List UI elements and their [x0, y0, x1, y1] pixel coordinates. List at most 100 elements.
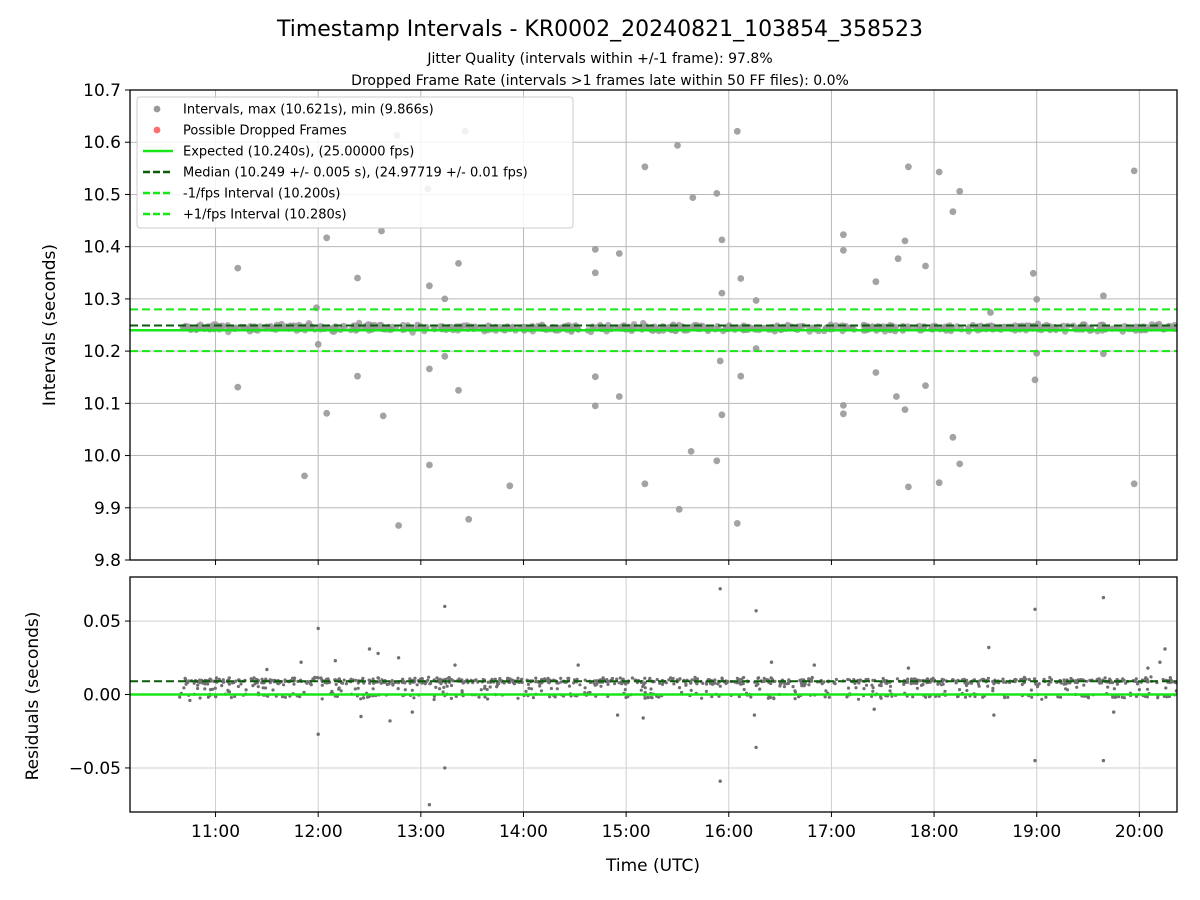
residual-point: [449, 683, 454, 688]
x-tick-label: 12:00: [294, 822, 343, 842]
residual-point: [439, 678, 443, 682]
residual-point: [964, 683, 969, 688]
residual-point: [309, 683, 313, 687]
residual-point: [958, 688, 962, 692]
x-tick-label: 11:00: [191, 822, 240, 842]
residual-point: [737, 677, 741, 682]
residual-point: [493, 677, 497, 681]
interval-point: [713, 457, 721, 465]
residual-point: [1059, 695, 1063, 699]
intervals-plot: 9.8 9.9 10.0 10.1 10.2 10.3 10.4 10.5 10.6 10.7 In…: [83, 81, 1178, 571]
top-y-tick-label: 10.7: [83, 81, 121, 101]
interval-point: [615, 393, 623, 400]
residual-point: [623, 688, 627, 692]
residual-point: [260, 677, 264, 681]
interval-point: [674, 142, 681, 149]
residual-point: [261, 686, 265, 690]
residual-point: [1035, 685, 1040, 689]
interval-point: [737, 275, 745, 282]
interval-point: [901, 237, 909, 245]
residual-point: [460, 689, 464, 693]
residual-point: [316, 626, 320, 631]
residual-point: [639, 688, 643, 692]
interval-point: [752, 297, 760, 304]
residual-point: [302, 690, 306, 695]
residual-point: [244, 688, 248, 692]
residual-point: [510, 678, 514, 682]
residual-point: [810, 675, 814, 680]
residual-point: [798, 678, 802, 683]
residual-point: [641, 716, 645, 720]
residual-point: [516, 676, 520, 680]
residual-point: [483, 695, 487, 699]
residual-point: [879, 695, 883, 699]
residual-point: [249, 677, 253, 681]
residual-point: [649, 687, 653, 691]
interval-point: [314, 340, 322, 348]
legend-box: [136, 96, 574, 229]
x-tick-label: 13:00: [396, 822, 445, 842]
residual-point: [769, 660, 774, 664]
residual-point: [807, 683, 811, 687]
residual-point: [752, 713, 757, 717]
interval-point: [1156, 322, 1163, 329]
residual-point: [549, 686, 554, 691]
residual-point: [724, 681, 728, 686]
residual-point: [566, 676, 570, 681]
residual-point: [527, 686, 531, 690]
interval-point: [737, 372, 745, 380]
residual-point: [613, 682, 617, 686]
residual-point: [1030, 695, 1034, 699]
residual-point: [453, 663, 457, 667]
residual-point: [229, 695, 233, 700]
residual-point: [306, 680, 310, 684]
residual-point: [227, 690, 232, 694]
residual-point: [542, 677, 547, 681]
residual-point: [704, 689, 709, 694]
residual-point: [333, 659, 337, 663]
residual-point: [576, 663, 580, 667]
residual-point: [1146, 680, 1150, 684]
residual-point: [198, 681, 202, 685]
interval-point: [1148, 321, 1156, 328]
residual-point: [834, 677, 839, 682]
residual-point: [271, 688, 275, 692]
residual-point: [812, 663, 816, 667]
residual-point: [977, 684, 981, 688]
residual-point: [1040, 697, 1044, 701]
residual-point: [658, 681, 662, 685]
residual-point: [910, 677, 914, 682]
residual-point: [443, 677, 447, 681]
interval-point: [591, 245, 599, 253]
residual-point: [672, 682, 676, 686]
residual-point: [359, 697, 363, 701]
residual-point: [758, 687, 762, 691]
interval-point: [949, 433, 957, 441]
residual-point: [1019, 677, 1023, 682]
residual-point: [1086, 695, 1091, 699]
residual-point: [1029, 688, 1033, 692]
residual-point: [1062, 682, 1066, 686]
residual-point: [184, 682, 188, 686]
residual-point: [1122, 696, 1126, 700]
residual-point: [888, 684, 893, 689]
residual-point: [320, 683, 324, 687]
interval-point: [832, 322, 839, 329]
residual-point: [299, 660, 303, 664]
residual-point: [987, 645, 991, 650]
interval-point: [1031, 376, 1039, 384]
interval-point: [591, 373, 599, 381]
residual-point: [367, 678, 371, 682]
residual-point: [214, 695, 218, 699]
residual-point: [486, 680, 490, 684]
residual-point: [198, 678, 202, 682]
residual-point: [214, 676, 219, 680]
residual-point: [524, 689, 528, 694]
top-y-tick-label: 10.3: [83, 290, 121, 310]
interval-point: [922, 382, 929, 389]
residual-point: [1047, 683, 1051, 687]
residual-point: [337, 687, 341, 691]
residual-point: [807, 677, 811, 681]
residual-point: [599, 684, 603, 688]
residual-point: [1158, 660, 1162, 664]
